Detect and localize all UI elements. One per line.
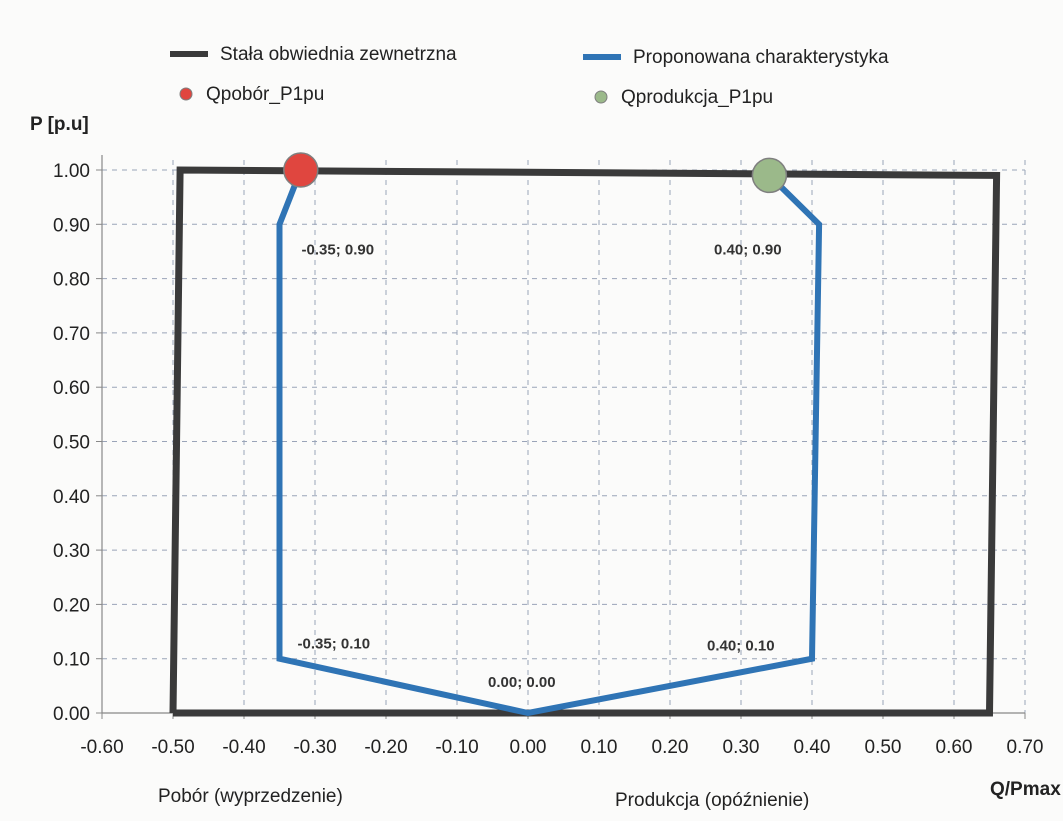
x-tick-label: 0.10	[581, 737, 618, 758]
x-tick-label: -0.10	[435, 737, 478, 758]
data-label: -0.35; 0.90	[302, 241, 375, 258]
x-tick-label: 0.50	[865, 737, 902, 758]
x-tick-label: 0.30	[723, 737, 760, 758]
qprodukcja-point	[751, 157, 788, 194]
y-tick-label: 0.60	[53, 378, 90, 399]
qpobor-point	[283, 152, 319, 188]
y-tick-label: 0.00	[53, 704, 90, 725]
x-tick-label: -0.40	[222, 737, 265, 758]
data-label: 0.00; 0.00	[488, 674, 556, 691]
y-axis-title: P [p.u]	[30, 114, 89, 135]
data-label: 0.40; 0.90	[714, 241, 782, 258]
data-label: 0.40; 0.10	[707, 638, 775, 655]
series-layer	[169, 152, 1001, 717]
right-caption: Produkcja (opóźnienie)	[615, 790, 809, 811]
grid	[102, 160, 1026, 713]
y-tick-label: 1.00	[53, 161, 90, 182]
x-tick-label: 0.00	[510, 737, 547, 758]
x-tick-label: 0.20	[652, 737, 689, 758]
legend-dot-swatch	[594, 90, 608, 104]
y-tick-label: 0.70	[53, 324, 90, 345]
x-tick-label: -0.50	[151, 737, 194, 758]
x-axis-title: Q/Pmax	[990, 779, 1061, 800]
legend-dot-swatch	[179, 87, 193, 101]
x-tick-label: -0.60	[80, 737, 123, 758]
y-tick-label: 0.10	[53, 650, 90, 671]
envelope-line	[169, 166, 1001, 717]
y-tick-label: 0.30	[53, 541, 90, 562]
legend-label: Qpobór_P1pu	[206, 84, 324, 105]
y-tick-label: 0.80	[53, 270, 90, 291]
legend-label: Proponowana charakterystyka	[633, 47, 889, 68]
y-tick-label: 0.90	[53, 215, 90, 236]
left-caption: Pobór (wyprzedzenie)	[158, 786, 343, 807]
x-tick-label: 0.70	[1007, 737, 1044, 758]
legend-label: Qprodukcja_P1pu	[621, 87, 773, 108]
x-tick-label: -0.20	[364, 737, 407, 758]
legend-label: Stała obwiednia zewnetrzna	[220, 44, 457, 65]
y-tick-label: 0.20	[53, 595, 90, 616]
x-tick-label: 0.40	[794, 737, 831, 758]
data-label: -0.35; 0.10	[298, 636, 371, 653]
annotations: -0.35; 0.90 0.40; 0.90 -0.35; 0.10 0.40; 0.…	[298, 241, 782, 691]
y-tick-label: 0.40	[53, 487, 90, 508]
x-tick-label: -0.30	[293, 737, 336, 758]
y-tick-label: 0.50	[53, 433, 90, 454]
characteristic-line	[276, 168, 823, 717]
x-tick-label: 0.60	[936, 737, 973, 758]
legend: Stała obwiednia zewnetrzna Proponowana ch…	[170, 44, 889, 108]
